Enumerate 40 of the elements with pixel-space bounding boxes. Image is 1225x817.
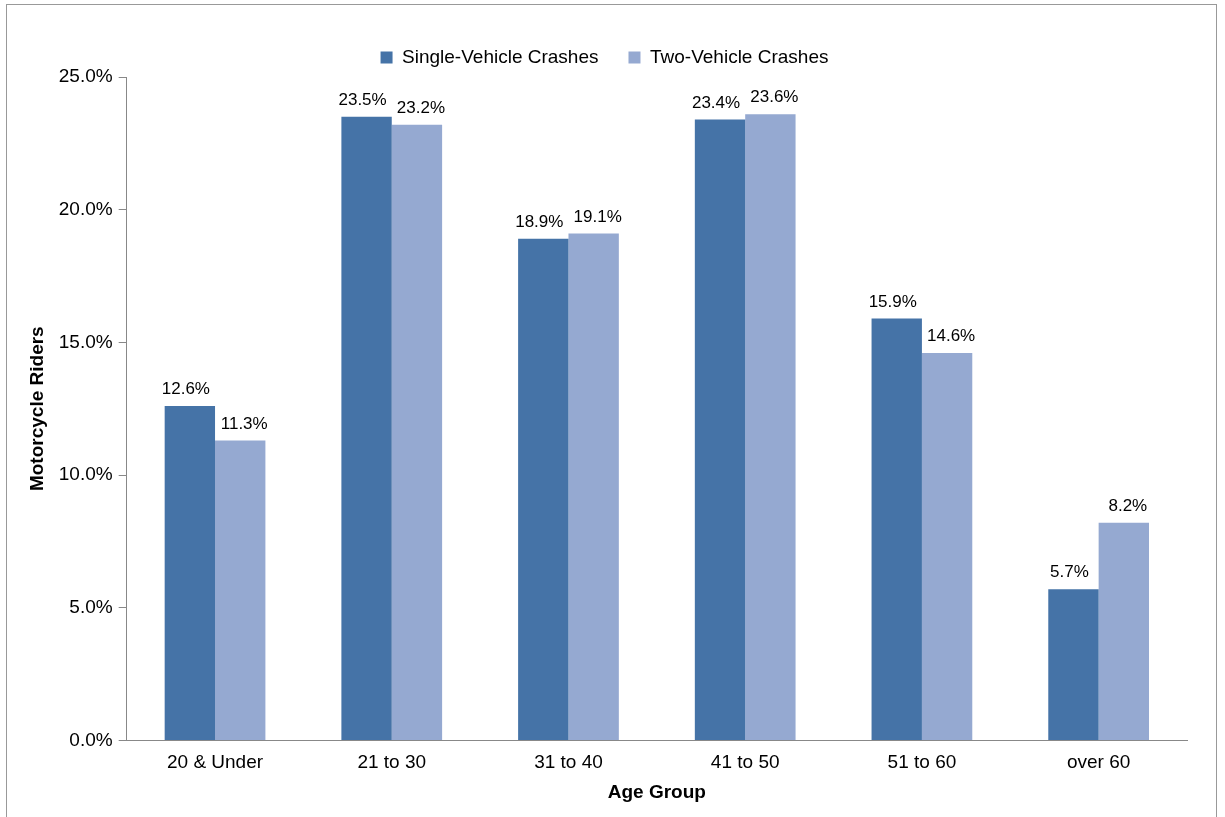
y-tick-label: 0.0% bbox=[69, 728, 113, 750]
bar bbox=[921, 352, 973, 740]
bar bbox=[568, 233, 619, 740]
bar bbox=[391, 124, 443, 740]
data-label: 12.6% bbox=[161, 379, 210, 399]
y-tick-label: 15.0% bbox=[58, 330, 113, 352]
data-label: 14.6% bbox=[927, 326, 976, 346]
x-tick-label: 21 to 30 bbox=[357, 751, 427, 773]
y-tick-label: 25.0% bbox=[58, 65, 113, 87]
legend-label: Single-Vehicle Crashes bbox=[402, 45, 599, 67]
data-label: 23.2% bbox=[396, 97, 446, 117]
bar bbox=[215, 440, 266, 740]
bar bbox=[164, 406, 216, 740]
x-tick-label: 41 to 50 bbox=[710, 751, 780, 773]
y-axis-title: Motorcycle Riders bbox=[25, 326, 47, 492]
data-label: 11.3% bbox=[220, 413, 268, 433]
data-label: 8.2% bbox=[1108, 495, 1148, 515]
data-label: 19.1% bbox=[573, 206, 622, 226]
x-tick-label: over 60 bbox=[1066, 751, 1131, 773]
y-tick-label: 20.0% bbox=[58, 197, 113, 219]
x-axis-title: Age Group bbox=[607, 780, 706, 802]
x-tick-label: 31 to 40 bbox=[534, 751, 603, 773]
x-tick-label: 51 to 60 bbox=[887, 751, 957, 773]
data-label: 18.9% bbox=[515, 212, 564, 232]
bar bbox=[871, 318, 922, 740]
data-label: 15.9% bbox=[868, 291, 917, 311]
bar bbox=[745, 114, 796, 740]
data-label: 23.6% bbox=[750, 87, 799, 107]
y-tick-label: 10.0% bbox=[58, 463, 113, 485]
bar bbox=[1098, 522, 1150, 740]
x-tick-label: 20 & Under bbox=[166, 751, 264, 773]
bar bbox=[341, 116, 392, 740]
bar bbox=[694, 119, 746, 740]
data-label: 23.4% bbox=[691, 92, 741, 112]
data-label: 23.5% bbox=[338, 89, 387, 109]
data-label: 5.7% bbox=[1050, 562, 1089, 582]
bar bbox=[1048, 589, 1099, 740]
legend-label: Two-Vehicle Crashes bbox=[649, 45, 829, 67]
bar bbox=[518, 238, 569, 740]
y-tick-label: 5.0% bbox=[69, 595, 113, 617]
